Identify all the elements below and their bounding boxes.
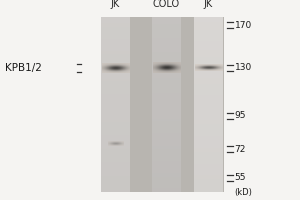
Text: JK: JK	[111, 0, 120, 9]
Text: KPB1/2: KPB1/2	[4, 63, 41, 73]
Bar	[152, 17, 181, 192]
Text: 55: 55	[235, 173, 246, 182]
Text: 95: 95	[235, 112, 246, 120]
Text: JK: JK	[204, 0, 213, 9]
Bar	[100, 17, 224, 192]
Text: COLO: COLO	[153, 0, 180, 9]
Text: (kD): (kD)	[235, 188, 253, 197]
Text: 72: 72	[235, 144, 246, 154]
Text: 170: 170	[235, 21, 252, 29]
Bar	[101, 17, 130, 192]
Bar	[194, 17, 223, 192]
Text: 130: 130	[235, 64, 252, 72]
